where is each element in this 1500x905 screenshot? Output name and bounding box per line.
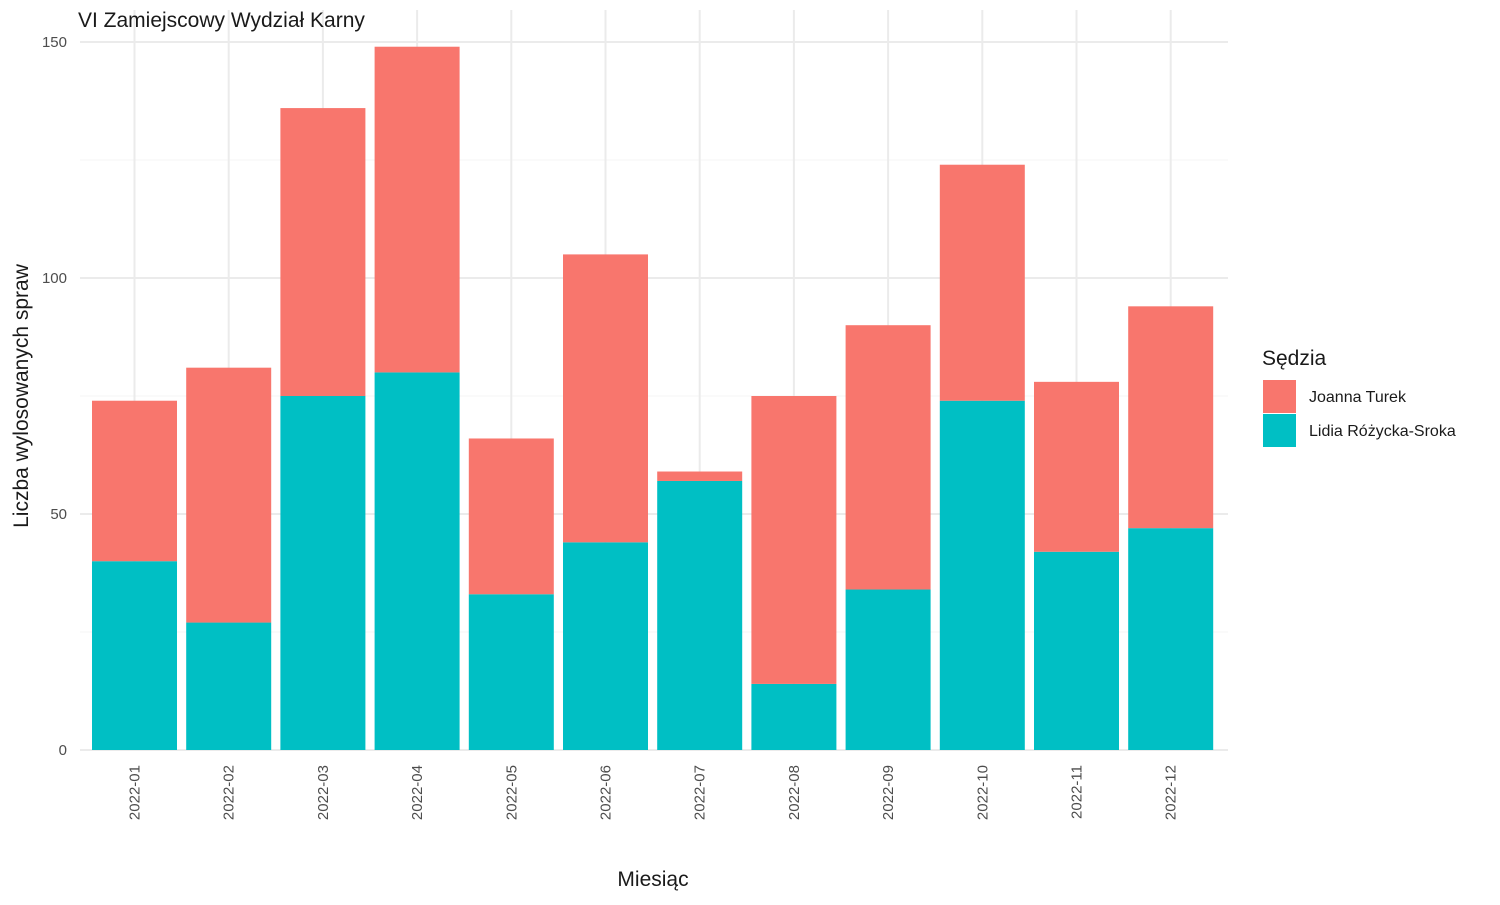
- bar-2022-03-lidia-r-ycka-sroka: [280, 396, 366, 750]
- bar-2022-10-joanna-turek: [939, 164, 1025, 401]
- legend-swatch-lidia-r-ycka-sroka: [1263, 414, 1296, 447]
- x-tick-label: 2022-08: [786, 765, 803, 820]
- legend-label-joanna-turek: Joanna Turek: [1309, 389, 1407, 406]
- legend-title: Sędzia: [1262, 347, 1327, 370]
- bar-2022-09-lidia-r-ycka-sroka: [845, 589, 931, 750]
- y-axis-title: Liczba wylosowanych spraw: [10, 263, 33, 528]
- bar-2022-11-joanna-turek: [1034, 381, 1119, 552]
- x-tick-label: 2022-03: [315, 765, 332, 820]
- x-tick-label: 2022-05: [503, 765, 520, 820]
- bar-2022-07-lidia-r-ycka-sroka: [657, 480, 743, 750]
- x-tick-label: 2022-06: [598, 765, 615, 820]
- y-tick-label: 50: [50, 506, 67, 523]
- bar-2022-04-joanna-turek: [374, 46, 460, 373]
- legend-label-lidia-r-ycka-sroka: Lidia Różycka-Sroka: [1309, 423, 1456, 440]
- bar-2022-06-lidia-r-ycka-sroka: [563, 542, 648, 750]
- bar-2022-08-joanna-turek: [751, 396, 837, 684]
- x-tick-label: 2022-04: [409, 765, 426, 820]
- legend-swatch-joanna-turek: [1263, 380, 1296, 413]
- x-tick-label: 2022-10: [974, 765, 991, 820]
- bar-2022-10-lidia-r-ycka-sroka: [939, 400, 1025, 750]
- x-tick-label: 2022-11: [1069, 765, 1086, 819]
- bar-2022-06-joanna-turek: [563, 254, 648, 543]
- y-axis-ticks: 0 50 100 150: [42, 34, 67, 759]
- bar-2022-12-joanna-turek: [1128, 306, 1214, 529]
- bar-2022-12-lidia-r-ycka-sroka: [1128, 528, 1214, 750]
- x-tick-label: 2022-09: [880, 765, 897, 820]
- x-tick-label: 2022-07: [692, 765, 709, 820]
- x-tick-label: 2022-02: [221, 765, 238, 820]
- bar-2022-05-lidia-r-ycka-sroka: [468, 594, 554, 750]
- bar-2022-02-lidia-r-ycka-sroka: [186, 622, 272, 750]
- bar-2022-11-lidia-r-ycka-sroka: [1034, 551, 1119, 750]
- x-axis-title: Miesiąc: [617, 868, 688, 891]
- bar-2022-05-joanna-turek: [468, 438, 554, 595]
- bar-2022-09-joanna-turek: [845, 325, 931, 590]
- bar-2022-01-joanna-turek: [92, 400, 177, 562]
- bar-2022-08-lidia-r-ycka-sroka: [751, 683, 837, 750]
- bar-2022-04-lidia-r-ycka-sroka: [374, 372, 460, 750]
- legend: Sędzia Joanna Turek Lidia Różycka-Sroka: [1262, 347, 1456, 447]
- y-tick-label: 0: [59, 742, 67, 759]
- y-tick-label: 100: [42, 270, 67, 287]
- y-tick-label: 150: [42, 34, 67, 51]
- chart-title: VI Zamiejscowy Wydział Karny: [78, 9, 365, 32]
- bar-2022-03-joanna-turek: [280, 108, 366, 396]
- bar-2022-07-joanna-turek: [657, 471, 743, 481]
- bar-2022-02-joanna-turek: [186, 367, 272, 623]
- bars: [92, 46, 1214, 750]
- x-tick-label: 2022-01: [127, 765, 144, 820]
- bar-2022-01-lidia-r-ycka-sroka: [92, 561, 177, 750]
- x-tick-label: 2022-12: [1163, 765, 1180, 820]
- x-axis-ticks: 2022-01 2022-02 2022-03 2022-04 2022-05 2022-…: [127, 765, 1180, 820]
